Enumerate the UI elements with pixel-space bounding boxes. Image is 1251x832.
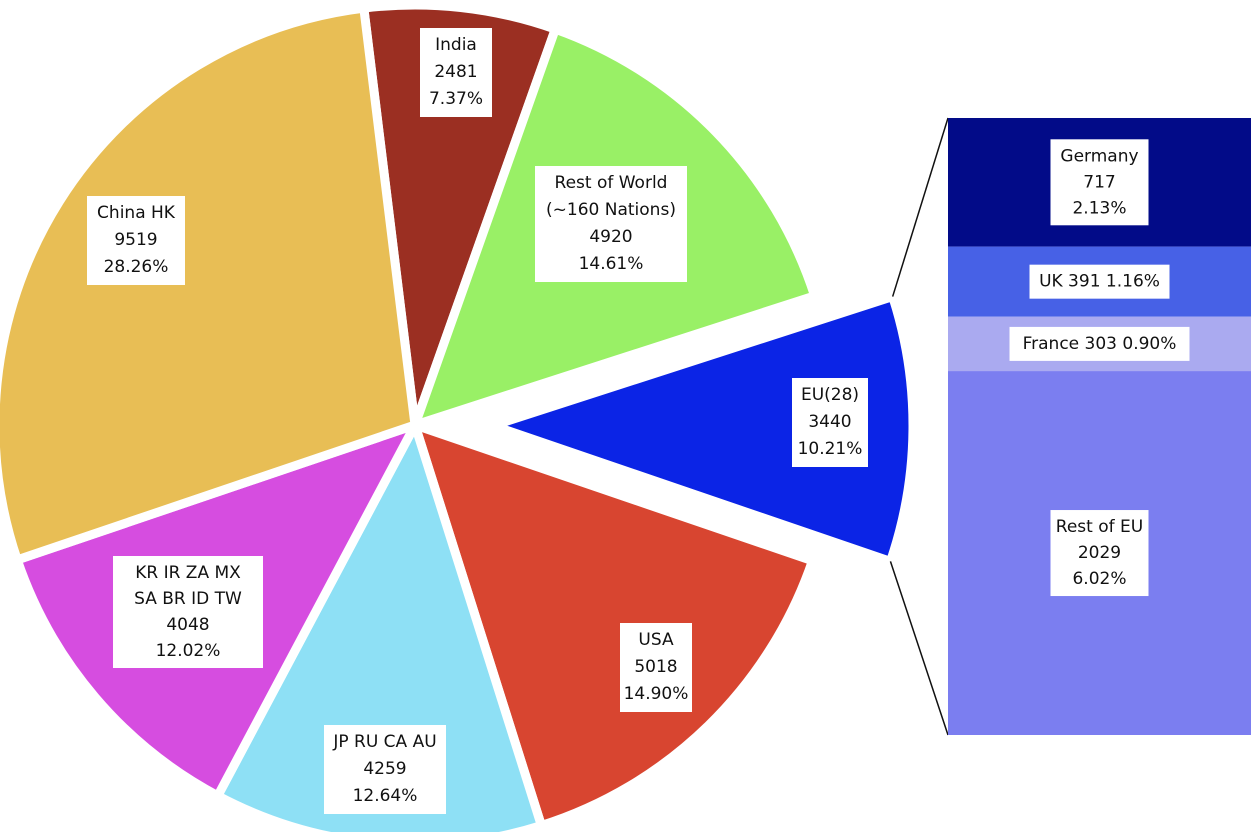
slice-label-line: 12.02%: [156, 641, 221, 661]
bar-label-line: France 303 0.90%: [1023, 334, 1177, 354]
slice-label-eu-28: EU(28) 3440 10.21%: [792, 378, 868, 467]
bar-label-line: Germany: [1060, 146, 1138, 166]
slice-label-line: (~160 Nations): [546, 200, 676, 220]
bar-label-line: 2029: [1078, 543, 1121, 563]
bar-label-uk-391-1-16: UK 391 1.16%: [1029, 264, 1170, 299]
slice-label-line: 12.64%: [353, 786, 418, 806]
slice-label-box: [113, 556, 263, 668]
slice-label-box: [792, 378, 868, 467]
bar-label-box: [1009, 326, 1190, 361]
slice-label-line: 4259: [363, 759, 406, 779]
pie-slice-india: [359, 0, 560, 430]
slice-label-kr-ir-za-mx: KR IR ZA MX SA BR ID TW 4048 12.02%: [113, 556, 263, 668]
slice-label-line: KR IR ZA MX: [135, 563, 241, 583]
slice-label-jp-ru-ca-au: JP RU CA AU 4259 12.64%: [324, 725, 446, 814]
pie-slice-jp-ru-ca-au: [213, 420, 546, 832]
bar-label-box: [1050, 510, 1149, 597]
connector-line-bottom: [889, 561, 949, 736]
slice-label-line: 7.37%: [429, 89, 483, 109]
bar-label-france-303-0-90: France 303 0.90%: [1009, 326, 1190, 361]
slice-label-line: SA BR ID TW: [134, 589, 242, 609]
bar-label-rest-of-eu: Rest of EU 2029 6.02%: [1050, 510, 1149, 597]
slice-label-line: EU(28): [801, 385, 859, 405]
slice-label-line: 3440: [808, 412, 851, 432]
eu-breakdown-bar: Germany 717 2.13% UK 391 1.16% France 303 0.…: [948, 118, 1251, 735]
slice-label-line: 28.26%: [104, 257, 169, 277]
slice-label-india: India 2481 7.37%: [420, 28, 492, 117]
bar-label-line: 6.02%: [1072, 569, 1126, 589]
connector-lines: [889, 117, 949, 736]
slice-label-line: USA: [638, 630, 674, 650]
bar-label-line: Rest of EU: [1056, 517, 1143, 537]
slice-label-usa: USA 5018 14.90%: [620, 623, 692, 712]
slice-label-line: 2481: [434, 62, 477, 82]
slice-label-rest-of-world: Rest of World (~160 Nations) 4920 14.61%: [535, 166, 687, 282]
slice-label-line: 10.21%: [798, 439, 863, 459]
pie-slice-eu-28: [488, 292, 918, 566]
slice-label-line: 4048: [166, 615, 209, 635]
pie-slice-china-hk: [0, 3, 420, 565]
bar-label-line: UK 391 1.16%: [1039, 272, 1160, 292]
slice-label-line: 14.61%: [579, 254, 644, 274]
bar-label-line: 2.13%: [1072, 198, 1126, 218]
slice-label-line: India: [435, 35, 477, 55]
bar-label-germany: Germany 717 2.13%: [1050, 139, 1149, 226]
slice-label-box: [620, 623, 692, 712]
slice-label-line: 5018: [634, 657, 677, 677]
slice-label-line: JP RU CA AU: [332, 732, 436, 752]
slice-label-line: Rest of World: [555, 173, 668, 193]
bar-label-line: 717: [1083, 172, 1115, 192]
slice-label-box: [535, 166, 687, 282]
slice-label-china-hk: China HK 9519 28.26%: [87, 196, 185, 285]
bar-label-box: [1029, 264, 1170, 299]
connector-line-top: [891, 117, 949, 297]
pie: India 2481 7.37% Rest of World (~160 Nations…: [0, 0, 918, 832]
slice-label-line: 4920: [589, 227, 632, 247]
slice-label-box: [324, 725, 446, 814]
slice-label-box: [420, 28, 492, 117]
slice-label-box: [87, 196, 185, 285]
slice-label-line: China HK: [97, 203, 176, 223]
slice-label-line: 9519: [114, 230, 157, 250]
bar-label-box: [1050, 139, 1149, 226]
slice-label-line: 14.90%: [624, 684, 689, 704]
